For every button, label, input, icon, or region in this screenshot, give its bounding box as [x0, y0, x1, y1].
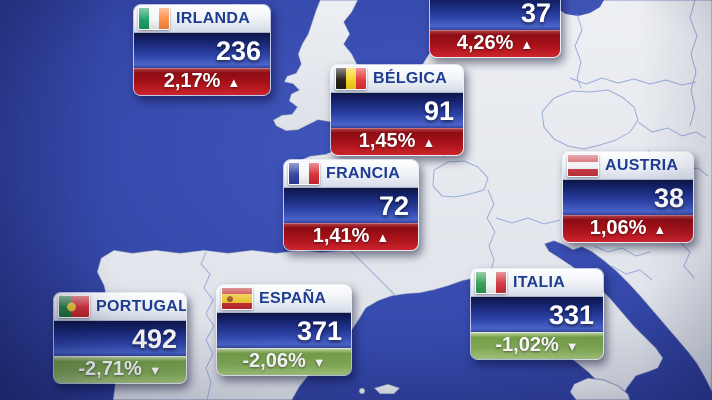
ibiza-land [358, 387, 366, 395]
card-header: AUSTRIA [563, 152, 693, 180]
change-row: 2,17% ▲ [134, 68, 270, 95]
country-card-austria: AUSTRIA 38 1,06% ▲ [562, 151, 694, 243]
austria-flag-icon [567, 154, 599, 177]
country-name: IRLANDA [176, 9, 251, 27]
change-row: 4,26% ▲ [430, 30, 560, 57]
country-card-portugal: PORTUGAL 492 -2,71% ▼ [53, 292, 187, 384]
value-row: 91 [331, 93, 463, 128]
value-row: 492 [54, 321, 186, 356]
country-name: BÉLGICA [373, 69, 448, 87]
card-header: ITALIA [471, 269, 603, 297]
country-card-italia: ITALIA 331 -1,02% ▼ [470, 268, 604, 360]
change-row: 1,06% ▲ [563, 215, 693, 242]
card-header: IRLANDA [134, 5, 270, 33]
value-text: 371 [296, 316, 342, 346]
value-row: 38 [563, 180, 693, 215]
value-row: 236 [134, 33, 270, 68]
value-text: 91 [423, 96, 454, 126]
change-row: 1,45% ▲ [331, 128, 463, 155]
trend-arrow-icon: ▲ [653, 221, 667, 237]
card-header: ESPAÑA [217, 285, 351, 313]
card-header: FRANCIA [284, 160, 418, 188]
sicily-land [569, 377, 631, 400]
change-text: 1,41% [312, 225, 370, 247]
baltic-sea-inlet [552, 0, 604, 16]
france-flag-icon [288, 162, 320, 185]
value-text: 38 [653, 183, 684, 213]
change-text: 1,45% [358, 130, 416, 152]
value-row: 371 [217, 313, 351, 348]
value-row: 37 [430, 0, 560, 30]
value-row: 331 [471, 297, 603, 332]
spain-flag-icon [221, 287, 253, 310]
value-text: 492 [131, 324, 177, 354]
change-row: -2,06% ▼ [217, 348, 351, 375]
portugal-flag-icon [58, 295, 90, 318]
trend-arrow-icon: ▼ [312, 354, 326, 370]
value-text: 331 [548, 300, 594, 330]
change-text: 2,17% [163, 70, 221, 92]
trend-arrow-icon: ▼ [565, 338, 579, 354]
change-text: -2,71% [78, 358, 142, 380]
card-header: BÉLGICA [331, 65, 463, 93]
change-text: 1,06% [589, 217, 647, 239]
trend-arrow-icon: ▼ [148, 362, 162, 378]
change-text: 4,26% [456, 32, 514, 54]
country-name: ESPAÑA [259, 289, 327, 307]
country-card-irlanda: IRLANDA 236 2,17% ▲ [133, 4, 271, 96]
country-name: AUSTRIA [605, 156, 679, 174]
belgium-flag-icon [335, 67, 367, 90]
trend-arrow-icon: ▲ [227, 74, 241, 90]
trend-arrow-icon: ▲ [376, 229, 390, 245]
country-name: PORTUGAL [96, 297, 187, 315]
country-name: FRANCIA [326, 164, 401, 182]
value-text: 72 [378, 191, 409, 221]
italy-flag-icon [475, 271, 507, 294]
trend-arrow-icon: ▲ [520, 36, 534, 52]
change-text: -1,02% [495, 334, 559, 356]
country-card-bélgica: BÉLGICA 91 1,45% ▲ [330, 64, 464, 156]
value-text: 236 [215, 36, 261, 66]
change-row: -1,02% ▼ [471, 332, 603, 359]
country-card-francia: FRANCIA 72 1,41% ▲ [283, 159, 419, 251]
change-row: -2,71% ▼ [54, 356, 186, 383]
mallorca-land [373, 383, 401, 395]
country-card-partial: 37 4,26% ▲ [429, 0, 561, 58]
value-text: 37 [520, 0, 551, 28]
card-header: PORTUGAL [54, 293, 186, 321]
value-row: 72 [284, 188, 418, 223]
country-name: ITALIA [513, 273, 566, 291]
change-text: -2,06% [242, 350, 306, 372]
trend-arrow-icon: ▲ [422, 134, 436, 150]
ireland-flag-icon [138, 7, 170, 30]
change-row: 1,41% ▲ [284, 223, 418, 250]
country-card-españa: ESPAÑA 371 -2,06% ▼ [216, 284, 352, 376]
